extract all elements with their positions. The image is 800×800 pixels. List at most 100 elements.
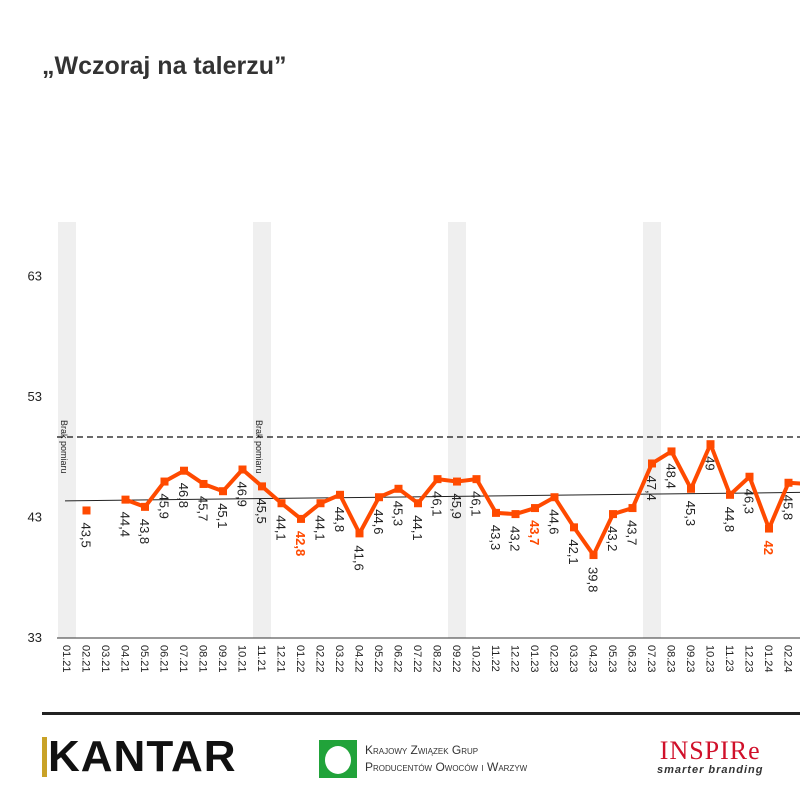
kantar-logo: KANTAR bbox=[42, 734, 237, 780]
data-label: 42,8 bbox=[293, 531, 308, 556]
data-point bbox=[141, 502, 149, 511]
x-tick-label: 11.22 bbox=[489, 645, 501, 672]
data-label: 44,1 bbox=[274, 515, 289, 540]
data-point bbox=[219, 487, 227, 496]
trend-line bbox=[64, 491, 800, 502]
data-point bbox=[706, 440, 715, 449]
data-label: 44,6 bbox=[547, 509, 562, 534]
x-tick-label: 11.21 bbox=[255, 645, 267, 672]
no-measurement-label: Brak pomiaru bbox=[254, 420, 264, 474]
data-point bbox=[570, 523, 578, 532]
apple-icon bbox=[319, 740, 357, 778]
data-point bbox=[414, 499, 422, 508]
data-point bbox=[180, 466, 188, 475]
x-tick-label: 06.21 bbox=[158, 645, 170, 673]
no-measurement-band bbox=[448, 222, 466, 638]
data-label: 45,5 bbox=[254, 498, 269, 523]
data-label: 43,5 bbox=[79, 522, 94, 547]
no-measurement-band bbox=[58, 222, 76, 638]
no-measurement-label: Brak pomiaru bbox=[59, 420, 69, 474]
data-label: 45,3 bbox=[391, 501, 406, 526]
data-point bbox=[394, 484, 403, 493]
data-point bbox=[648, 459, 656, 468]
data-label: 43,7 bbox=[527, 520, 542, 545]
data-point bbox=[375, 493, 383, 502]
data-point bbox=[550, 493, 559, 502]
x-tick-label: 07.23 bbox=[645, 645, 657, 673]
x-tick-label: 03.21 bbox=[99, 645, 111, 673]
no-measurement-band bbox=[253, 222, 271, 638]
data-label: 48,4 bbox=[664, 463, 679, 488]
x-tick-label: 05.22 bbox=[372, 645, 384, 673]
y-tick-label: 53 bbox=[28, 389, 42, 404]
line-chart: Brak pomiaru Brak pomiaru 33 43 53 63 01.21 02.… bbox=[28, 222, 800, 673]
data-label: 45,7 bbox=[196, 496, 211, 521]
kantar-logo-text: KANTAR bbox=[48, 732, 237, 781]
data-point bbox=[238, 465, 247, 474]
x-tick-label: 04.21 bbox=[119, 645, 131, 673]
data-point bbox=[628, 504, 637, 513]
data-label: 42,1 bbox=[566, 539, 581, 564]
data-label: 43,2 bbox=[508, 526, 523, 551]
data-label: 47,4 bbox=[644, 475, 659, 500]
data-point bbox=[745, 472, 754, 481]
data-label: 39,8 bbox=[586, 567, 601, 592]
data-label: 46,3 bbox=[742, 489, 757, 514]
x-tick-label: 05.23 bbox=[606, 645, 618, 673]
data-point bbox=[589, 551, 598, 560]
data-label: 49 bbox=[703, 456, 718, 470]
inspire-logo: INSPIRe smarter branding bbox=[657, 736, 764, 777]
data-label: 44,8 bbox=[722, 507, 737, 532]
x-tick-label: 10.21 bbox=[236, 645, 248, 673]
x-tick-label: 09.22 bbox=[450, 645, 462, 673]
x-tick-label: 04.23 bbox=[587, 645, 599, 673]
data-point bbox=[297, 514, 305, 523]
data-label: 46,1 bbox=[469, 491, 484, 516]
y-tick-label: 43 bbox=[28, 510, 42, 525]
data-label: 46,1 bbox=[430, 491, 445, 516]
x-tick-label: 09.21 bbox=[216, 645, 228, 673]
data-point bbox=[765, 524, 773, 533]
data-point bbox=[258, 482, 266, 491]
data-point bbox=[511, 510, 520, 519]
data-point bbox=[82, 506, 91, 515]
x-tick-label: 01.22 bbox=[294, 645, 306, 673]
data-label: 45,8 bbox=[781, 495, 796, 520]
x-tick-label: 06.23 bbox=[626, 645, 638, 673]
x-tick-label: 08.21 bbox=[197, 645, 209, 673]
data-point bbox=[277, 499, 286, 508]
no-measurement-band bbox=[643, 222, 661, 638]
inspire-logo-tagline: smarter branding bbox=[657, 764, 764, 776]
x-tick-label: 08.23 bbox=[665, 645, 677, 673]
y-tick-label: 33 bbox=[28, 630, 42, 645]
data-label: 44,1 bbox=[313, 515, 328, 540]
data-label: 43,2 bbox=[605, 526, 620, 551]
data-point bbox=[609, 510, 617, 519]
x-tick-label: 03.23 bbox=[567, 645, 579, 673]
x-tick-label: 05.21 bbox=[138, 645, 150, 673]
data-label: 43,3 bbox=[488, 525, 503, 550]
y-tick-label: 63 bbox=[28, 269, 42, 284]
x-tick-label: 12.23 bbox=[743, 645, 755, 673]
x-tick-label: 02.24 bbox=[782, 645, 794, 673]
x-tick-label: 07.22 bbox=[411, 645, 423, 673]
data-label: 44,6 bbox=[371, 509, 386, 534]
data-label: 41,6 bbox=[352, 545, 367, 570]
x-tick-label: 07.21 bbox=[177, 645, 189, 673]
x-tick-label: 10.23 bbox=[704, 645, 716, 673]
data-point bbox=[199, 479, 208, 488]
x-tick-label: 12.21 bbox=[275, 645, 287, 673]
x-tick-label: 02.23 bbox=[548, 645, 560, 673]
x-tick-label: 11.23 bbox=[723, 645, 735, 672]
data-point bbox=[492, 508, 500, 517]
x-tick-label: 01.24 bbox=[762, 645, 774, 673]
chart-title: „Wczoraj na talerzu” bbox=[42, 52, 287, 80]
data-label: 44,8 bbox=[332, 507, 347, 532]
x-tick-label: 02.21 bbox=[80, 645, 92, 673]
data-label: 46,8 bbox=[176, 483, 191, 508]
data-point bbox=[667, 447, 676, 456]
kzgp-line2: Producentów Owoców i Warzyw bbox=[365, 760, 528, 774]
data-label: 44,4 bbox=[118, 512, 133, 537]
inspire-logo-name: INSPIRe bbox=[659, 736, 761, 765]
data-label: 43,8 bbox=[137, 519, 152, 544]
